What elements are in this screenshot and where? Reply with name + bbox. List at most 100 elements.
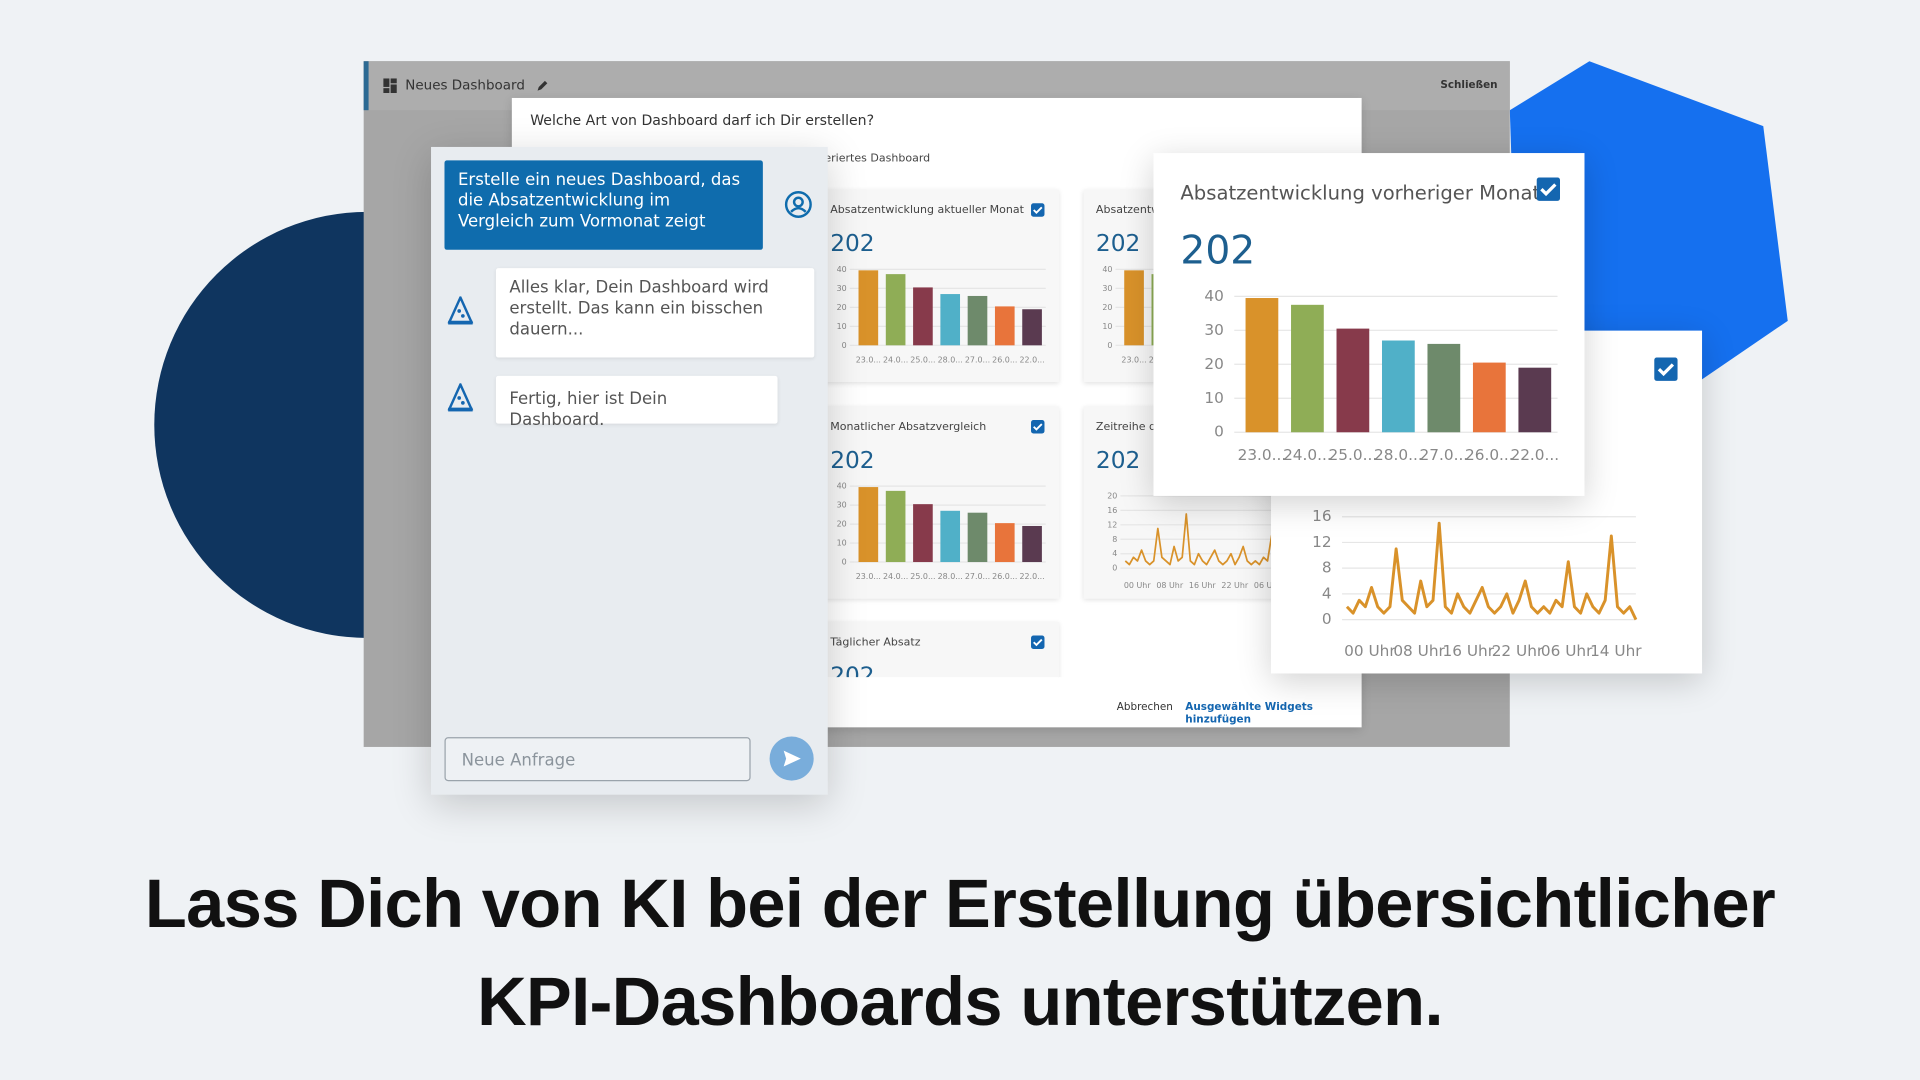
x-tick-label: 22.0... (1510, 446, 1559, 464)
widget-card[interactable]: Täglicher Absatz 202 (817, 622, 1060, 678)
x-tick-label: 26.0... (992, 572, 1017, 581)
y-tick-label: 40 (837, 482, 847, 491)
edit-icon[interactable] (535, 78, 550, 93)
y-tick-label: 4 (1322, 584, 1332, 602)
x-tick-label: 22 Uhr (1221, 581, 1248, 590)
bar (967, 512, 988, 563)
cancel-button[interactable]: Abbrechen (1116, 701, 1173, 714)
checkbox[interactable] (1654, 357, 1678, 381)
bot-avatar (447, 296, 474, 325)
bar (1518, 367, 1552, 433)
kpi-value: 202 (1095, 446, 1141, 474)
user-avatar (784, 191, 812, 218)
y-tick-label: 0 (842, 558, 847, 567)
y-tick-label: 4 (1112, 549, 1117, 558)
bar (1291, 304, 1324, 433)
bar (1022, 309, 1042, 346)
x-tick-label: 27.0... (965, 356, 990, 365)
x-tick-label: 14 Uhr (1590, 642, 1642, 660)
bar (1124, 270, 1144, 346)
widget-title: Absatzentwicklung vorheriger Monat (1180, 181, 1538, 205)
x-tick-label: 24.0... (1283, 446, 1332, 464)
kpi-value: 202 (830, 446, 875, 474)
chat-input[interactable]: Neue Anfrage (444, 737, 751, 782)
y-tick-label: 8 (1322, 559, 1332, 577)
x-tick-label: 16 Uhr (1443, 642, 1495, 660)
y-tick-label: 40 (1204, 287, 1223, 305)
bar (1381, 340, 1415, 433)
chat-panel: Erstelle ein neues Dashboard, das die Ab… (431, 146, 828, 795)
x-tick-label: 08 Uhr (1393, 642, 1445, 660)
send-button[interactable] (769, 736, 814, 781)
y-tick-label: 16 (1107, 506, 1117, 515)
x-tick-label: 25.0... (910, 572, 935, 581)
bar (940, 510, 961, 563)
kpi-value: 202 (1180, 226, 1256, 274)
y-tick-label: 8 (1112, 535, 1117, 544)
y-tick-label: 0 (1112, 564, 1117, 573)
dashboard-icon (383, 78, 397, 94)
headline: Lass Dich von KI bei der Erstellung über… (144, 864, 1776, 942)
y-tick-label: 20 (1107, 491, 1117, 500)
bot-message: Alles klar, Dein Dashboard wird erstellt… (495, 268, 815, 358)
widget-title: Täglicher Absatz (830, 636, 921, 649)
x-tick-label: 08 Uhr (1156, 581, 1183, 590)
y-tick-label: 0 (1107, 341, 1112, 350)
y-tick-label: 10 (837, 322, 847, 331)
close-button[interactable]: Schließen (1440, 79, 1498, 92)
y-tick-label: 0 (842, 341, 847, 350)
line (1345, 521, 1638, 621)
x-tick-label: 22.0... (1019, 356, 1044, 365)
y-tick-label: 12 (1312, 533, 1331, 551)
x-tick-label: 06 Uhr (1541, 642, 1593, 660)
y-tick-label: 20 (837, 520, 847, 529)
x-tick-label: 00 Uhr (1344, 642, 1396, 660)
user-message: Erstelle ein neues Dashboard, das die Ab… (444, 160, 763, 250)
y-tick-label: 10 (1204, 389, 1223, 407)
x-tick-label: 24.0... (883, 356, 908, 365)
checkbox[interactable] (1536, 177, 1561, 201)
y-tick-label: 30 (1204, 321, 1223, 339)
x-tick-label: 25.0... (910, 356, 935, 365)
x-tick-label: 28.0... (938, 356, 963, 365)
chart: 0 10 20 30 40 23.0...24.0...25.0...28.0...27.… (837, 265, 1046, 365)
checkbox[interactable] (1031, 203, 1045, 217)
bar (967, 295, 988, 346)
bar (1245, 298, 1279, 433)
checkbox[interactable] (1031, 635, 1045, 649)
x-tick-label: 06 Uhr (1254, 581, 1281, 590)
header-accent (363, 61, 369, 111)
y-tick-label: 16 (1312, 507, 1331, 525)
bar (940, 294, 961, 346)
bar (858, 270, 879, 346)
y-tick-label: 0 (1214, 423, 1224, 441)
x-tick-label: 23.0... (1121, 356, 1146, 365)
x-tick-label: 27.0... (965, 572, 990, 581)
bar (994, 306, 1015, 346)
x-tick-label: 28.0... (1374, 446, 1423, 464)
bar (1427, 343, 1461, 433)
confirm-button[interactable]: Ausgewählte Widgets hinzufügen (1185, 701, 1313, 727)
x-tick-label: 24.0... (883, 572, 908, 581)
x-tick-label: 22.0... (1019, 572, 1044, 581)
x-tick-label: 00 Uhr (1124, 581, 1151, 590)
dialog-question: Welche Art von Dashboard darf ich Dir er… (530, 111, 875, 129)
y-tick-label: 10 (837, 539, 847, 548)
x-tick-label: 26.0... (1465, 446, 1514, 464)
widget-card[interactable]: Monatlicher Absatzvergleich 202 0 10 20 30 40 2… (817, 406, 1060, 599)
headline: KPI-Dashboards unterstützen. (477, 962, 1443, 1040)
widget-card[interactable]: Absatzentwicklung aktueller Monat 202 0 10 2… (817, 189, 1060, 383)
bar (885, 274, 906, 346)
x-tick-label: 27.0... (1420, 446, 1469, 464)
bar (1472, 362, 1506, 433)
dialog-tab[interactable]: Generiertes Dashboard (802, 153, 931, 166)
widget-title: Absatzentwicklung aktueller Monat (830, 204, 1024, 217)
bar (994, 523, 1015, 563)
checkbox[interactable] (1031, 420, 1045, 434)
bar (885, 490, 906, 563)
bar (913, 504, 933, 563)
widget-title: Monatlicher Absatzvergleich (830, 421, 987, 434)
x-tick-label: 22 Uhr (1492, 642, 1544, 660)
x-tick-label: 28.0... (938, 572, 963, 581)
